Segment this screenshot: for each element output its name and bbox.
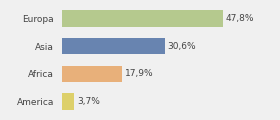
Bar xyxy=(62,38,165,54)
Bar xyxy=(62,66,122,82)
Text: 17,9%: 17,9% xyxy=(125,69,153,78)
Text: 30,6%: 30,6% xyxy=(168,42,196,51)
Bar xyxy=(62,93,74,110)
Bar xyxy=(62,10,223,27)
Text: 3,7%: 3,7% xyxy=(77,97,100,106)
Text: 47,8%: 47,8% xyxy=(226,14,254,23)
